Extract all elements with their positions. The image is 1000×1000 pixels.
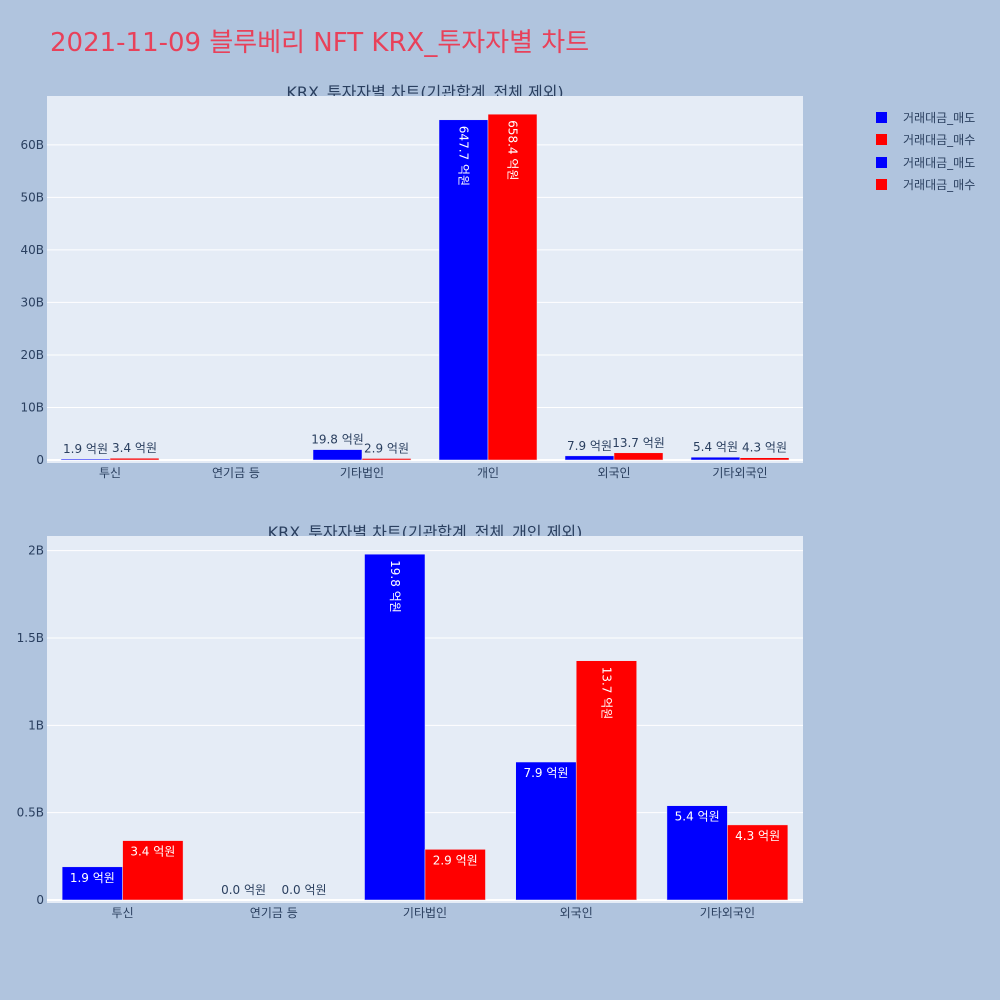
x-tick-label: 투신 <box>112 906 134 920</box>
y-tick-label: 0.5B <box>17 806 44 820</box>
x-tick-label: 외국인 <box>597 466 630 480</box>
bar-value-label: 7.9 억원 <box>523 766 568 780</box>
bar-sell <box>438 119 489 461</box>
bar-value-label: 19.8 억원 <box>311 433 364 447</box>
bar-value-label: 7.9 억원 <box>567 439 612 453</box>
y-tick-label: 0 <box>36 893 44 907</box>
legend-item[interactable]: 거래대금_매수 <box>876 129 975 152</box>
bar-buy <box>487 113 538 461</box>
bar-value-label: 647.7 억원 <box>457 126 471 186</box>
y-tick-label: 0 <box>36 453 44 467</box>
bar-sell <box>312 449 363 461</box>
legend-swatch <box>876 134 887 146</box>
bar-buy <box>613 452 664 461</box>
x-tick-label: 개인 <box>477 466 499 480</box>
bar-sell <box>564 455 615 461</box>
legend-label: 거래대금_매도 <box>903 155 976 170</box>
legend-item[interactable]: 거래대금_매도 <box>876 106 975 129</box>
bar-buy <box>122 840 184 901</box>
y-tick-label: 60B <box>20 138 44 152</box>
legend-item[interactable]: 거래대금_매도 <box>876 151 975 174</box>
x-tick-label: 기타외국인 <box>700 906 755 920</box>
plot-background <box>47 96 803 463</box>
legend[interactable]: 거래대금_매도 거래대금_매수 거래대금_매도 거래대금_매수 <box>876 106 975 196</box>
legend-label: 거래대금_매수 <box>903 133 976 148</box>
bar-value-label: 5.4 억원 <box>675 810 720 824</box>
bar-value-label: 3.4 억원 <box>130 845 175 859</box>
bar-buy <box>575 660 637 901</box>
bar-value-label: 3.4 억원 <box>112 441 157 455</box>
x-tick-label: 연기금 등 <box>212 466 260 480</box>
bar-value-label: 5.4 억원 <box>693 440 738 454</box>
bar-value-label: 4.3 억원 <box>742 441 787 455</box>
bar-value-label: 13.7 억원 <box>599 667 613 720</box>
bar-value-label: 1.9 억원 <box>70 871 115 885</box>
legend-label: 거래대금_매수 <box>903 178 976 193</box>
y-tick-label: 1.5B <box>17 631 44 645</box>
bar-buy <box>109 457 160 461</box>
bar-value-label: 13.7 억원 <box>612 436 665 450</box>
x-tick-label: 투신 <box>99 466 121 480</box>
y-tick-label: 10B <box>20 400 44 414</box>
bar-value-label: 0.0 억원 <box>221 883 266 897</box>
bar-value-label: 0.0 억원 <box>282 883 327 897</box>
bar-sell <box>60 458 111 461</box>
y-tick-label: 20B <box>20 348 44 362</box>
legend-swatch <box>876 179 887 191</box>
bar-buy <box>424 849 486 901</box>
bar-value-label: 658.4 억원 <box>506 120 520 180</box>
bar-value-label: 1.9 억원 <box>63 442 108 456</box>
x-tick-label: 기타법인 <box>403 906 447 920</box>
y-tick-label: 2B <box>28 544 44 558</box>
legend-item[interactable]: 거래대금_매수 <box>876 174 975 197</box>
bar-value-label: 4.3 억원 <box>735 829 780 843</box>
bar-value-label: 19.8 억원 <box>388 560 402 613</box>
legend-swatch <box>876 111 887 123</box>
bar-value-label: 2.9 억원 <box>364 441 409 455</box>
bar-sell <box>690 456 741 461</box>
x-tick-label: 연기금 등 <box>250 906 298 920</box>
bar-buy <box>361 458 412 461</box>
bar-sell <box>515 761 577 901</box>
bar-buy <box>739 457 790 461</box>
bar-sell <box>666 805 728 901</box>
legend-label: 거래대금_매도 <box>903 110 976 125</box>
y-tick-label: 1B <box>28 718 44 732</box>
bar-value-label: 2.9 억원 <box>433 853 478 867</box>
x-tick-label: 기타외국인 <box>712 466 767 480</box>
legend-swatch <box>876 156 887 168</box>
bar-sell <box>364 553 426 901</box>
y-tick-label: 40B <box>20 243 44 257</box>
x-tick-label: 외국인 <box>560 906 593 920</box>
main-title: 2021-11-09 블루베리 NFT KRX_투자자별 차트 <box>50 28 590 58</box>
y-tick-label: 30B <box>20 295 44 309</box>
x-tick-label: 기타법인 <box>340 466 384 480</box>
bar-buy <box>727 824 789 901</box>
y-tick-label: 50B <box>20 190 44 204</box>
